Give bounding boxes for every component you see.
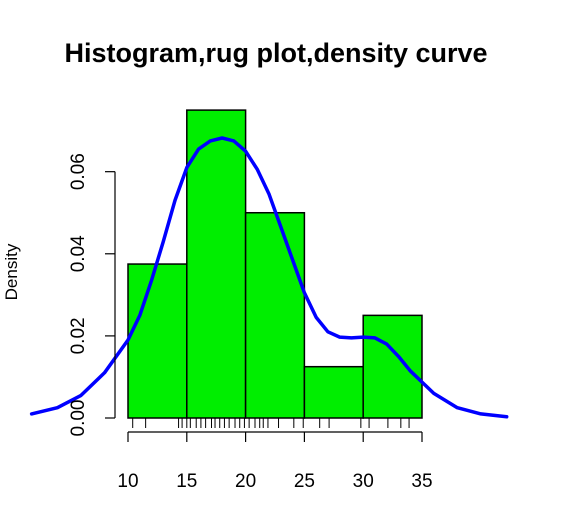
chart-title: Histogram,rug plot,density curve (64, 38, 487, 68)
histogram-bar (303, 365, 364, 419)
density-curve (29, 136, 509, 419)
histogram-bars (127, 109, 423, 419)
x-axis: 10 15 20 25 30 35 (117, 431, 433, 492)
density-curve-layer (29, 136, 509, 419)
histogram-bar (127, 263, 188, 419)
histogram-bar (244, 211, 306, 419)
x-tick-label: 15 (176, 471, 197, 492)
histogram-bar (362, 314, 423, 419)
x-tick-label: 30 (353, 471, 374, 492)
x-tick-label: 20 (235, 471, 256, 492)
y-tick-label: 0.02 (68, 317, 89, 354)
x-tick-label: 25 (294, 471, 315, 492)
x-tick-label: 35 (411, 471, 432, 492)
y-tick-label: 0.00 (68, 400, 89, 437)
x-tick-label: 10 (117, 471, 138, 492)
y-axis-label: Density (2, 243, 21, 300)
y-tick-label: 0.04 (68, 235, 89, 272)
rug-plot (132, 418, 410, 428)
y-axis: 0.00 0.02 0.04 0.06 (68, 153, 116, 437)
y-tick-label: 0.06 (68, 153, 89, 190)
histogram-bar (186, 109, 247, 419)
